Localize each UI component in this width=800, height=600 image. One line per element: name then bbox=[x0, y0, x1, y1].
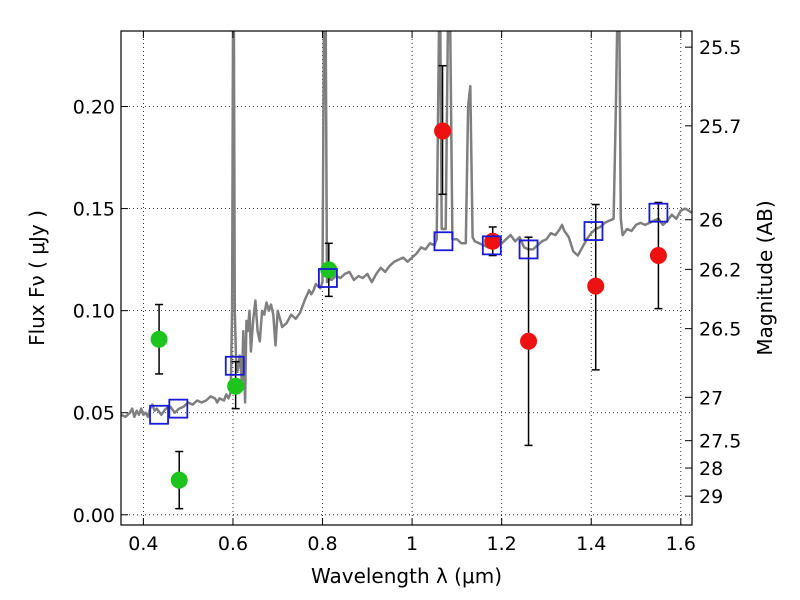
x-tick-label: 1.2 bbox=[487, 533, 517, 555]
mag-tick-label: 27 bbox=[699, 387, 723, 409]
green-point bbox=[227, 377, 245, 395]
blue-square bbox=[433, 231, 454, 252]
mag-tick-label: 28 bbox=[699, 458, 723, 480]
mag-tick-label: 26.2 bbox=[699, 259, 741, 281]
green-point bbox=[150, 330, 168, 348]
red-point bbox=[434, 122, 452, 140]
y-tick-label: 0.10 bbox=[73, 301, 115, 323]
mag-tick-label: 25.7 bbox=[699, 116, 741, 138]
y2-axis-label: Magnitude (AB) bbox=[753, 200, 777, 355]
x-tick-label: 1.6 bbox=[666, 533, 696, 555]
x-tick-label: 1 bbox=[406, 533, 418, 555]
x-tick-label: 0.4 bbox=[128, 533, 158, 555]
plot-area bbox=[121, 31, 692, 510]
blue-square bbox=[318, 268, 338, 288]
blue-square bbox=[481, 235, 502, 256]
mag-tick-label: 27.5 bbox=[699, 431, 741, 453]
plot-frame bbox=[120, 30, 693, 526]
y-tick-label: 0.00 bbox=[73, 505, 115, 527]
x-tick-label: 0.8 bbox=[307, 533, 337, 555]
blue-square bbox=[149, 404, 169, 425]
blue-square bbox=[518, 239, 539, 260]
data-markers bbox=[149, 122, 669, 489]
x-axis-label: Wavelength λ (μm) bbox=[311, 564, 502, 588]
blue-square bbox=[648, 202, 669, 223]
mag-tick-label: 29 bbox=[699, 486, 723, 508]
blue-square bbox=[224, 355, 245, 376]
red-point bbox=[587, 277, 605, 295]
red-point bbox=[520, 332, 538, 350]
green-point bbox=[170, 471, 188, 489]
blue-square bbox=[168, 398, 189, 419]
mag-tick-label: 25.5 bbox=[699, 37, 741, 59]
y-tick-label: 0.20 bbox=[73, 97, 115, 119]
x-tick-label: 1.4 bbox=[576, 533, 606, 555]
template-spectrum-line bbox=[121, 31, 692, 419]
red-point bbox=[649, 247, 667, 265]
x-tick-label: 0.6 bbox=[218, 533, 248, 555]
mag-tick-label: 26.5 bbox=[699, 319, 741, 341]
y-axis-label: Flux Fν ( μJy ) bbox=[25, 210, 49, 346]
axis-ticks: 0.4 0.6 0.8 1 1.2 1.4 1.6 0.00 0.05 0.10 0.15 0.20 2… bbox=[73, 31, 741, 555]
grid bbox=[121, 31, 692, 525]
mag-tick-label: 26 bbox=[699, 210, 723, 232]
y-tick-label: 0.05 bbox=[73, 403, 115, 425]
blue-square bbox=[583, 221, 604, 241]
y-tick-label: 0.15 bbox=[73, 199, 115, 221]
